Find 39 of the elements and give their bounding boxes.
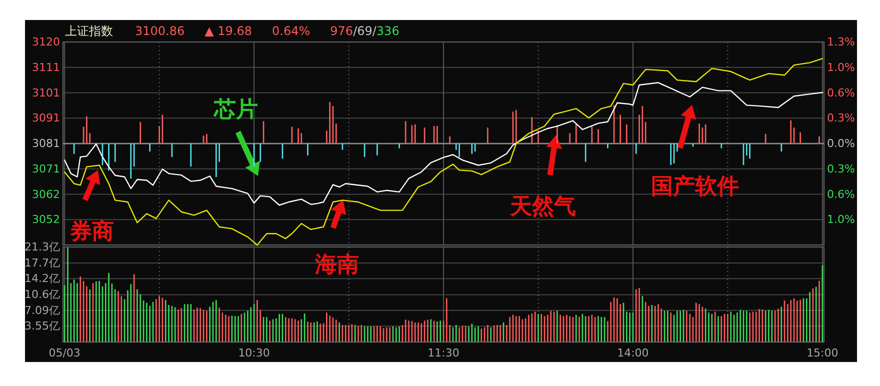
y-tick-label: 7.09亿: [24, 304, 60, 317]
x-tick-label: 10:30: [238, 346, 270, 360]
text: 3100.86: [135, 24, 185, 38]
y-tick-label: 3071: [32, 162, 60, 176]
annotation: 国产软件: [651, 174, 739, 200]
y2-tick-label: 0.0%: [827, 137, 855, 150]
y-tick-label: 14.2亿: [24, 272, 60, 286]
annotation: 芯片: [213, 98, 258, 122]
annotation: 天然气: [509, 194, 576, 220]
y2-tick-label: 0.3%: [827, 112, 855, 125]
x-tick-label: 14:00: [617, 346, 649, 360]
y-tick-label: 3101: [32, 86, 60, 100]
y-tick-label: 3062: [32, 188, 60, 201]
y-tick-label: 3081: [32, 137, 60, 150]
chart-title: 上证指数: [65, 24, 113, 38]
x-tick-label: 15:00: [806, 346, 838, 360]
text: 336: [376, 24, 400, 38]
y-tick-label: 3052: [32, 213, 60, 226]
y-tick-label: 3091: [32, 112, 60, 125]
y-tick-label: 21.3亿: [24, 240, 60, 254]
line-series: [64, 58, 824, 246]
y2-tick-label: 1.3%: [827, 36, 855, 48]
y-tick-label: 3111: [32, 60, 60, 74]
text: /69/: [353, 24, 378, 38]
x-tick-label: 11:30: [428, 346, 460, 360]
y2-tick-label: 0.3%: [827, 162, 855, 176]
y2-tick-label: 1.0%: [827, 213, 855, 226]
y2-tick-label: 0.6%: [827, 86, 855, 100]
y2-tick-label: 1.0%: [827, 60, 855, 74]
text: 0.64%: [272, 24, 310, 38]
x-tick-label: 05/03: [48, 346, 80, 360]
annotation: 券商: [69, 218, 114, 244]
y-tick-label: 3.55亿: [24, 320, 60, 333]
y-tick-label: 3120: [32, 36, 60, 48]
y-tick-label: 10.6亿: [24, 288, 60, 302]
y2-tick-label: 0.6%: [827, 188, 855, 201]
y-tick-label: 17.7亿: [24, 256, 60, 270]
text: 976: [330, 24, 354, 38]
text: ▲ 19.68: [204, 24, 252, 38]
